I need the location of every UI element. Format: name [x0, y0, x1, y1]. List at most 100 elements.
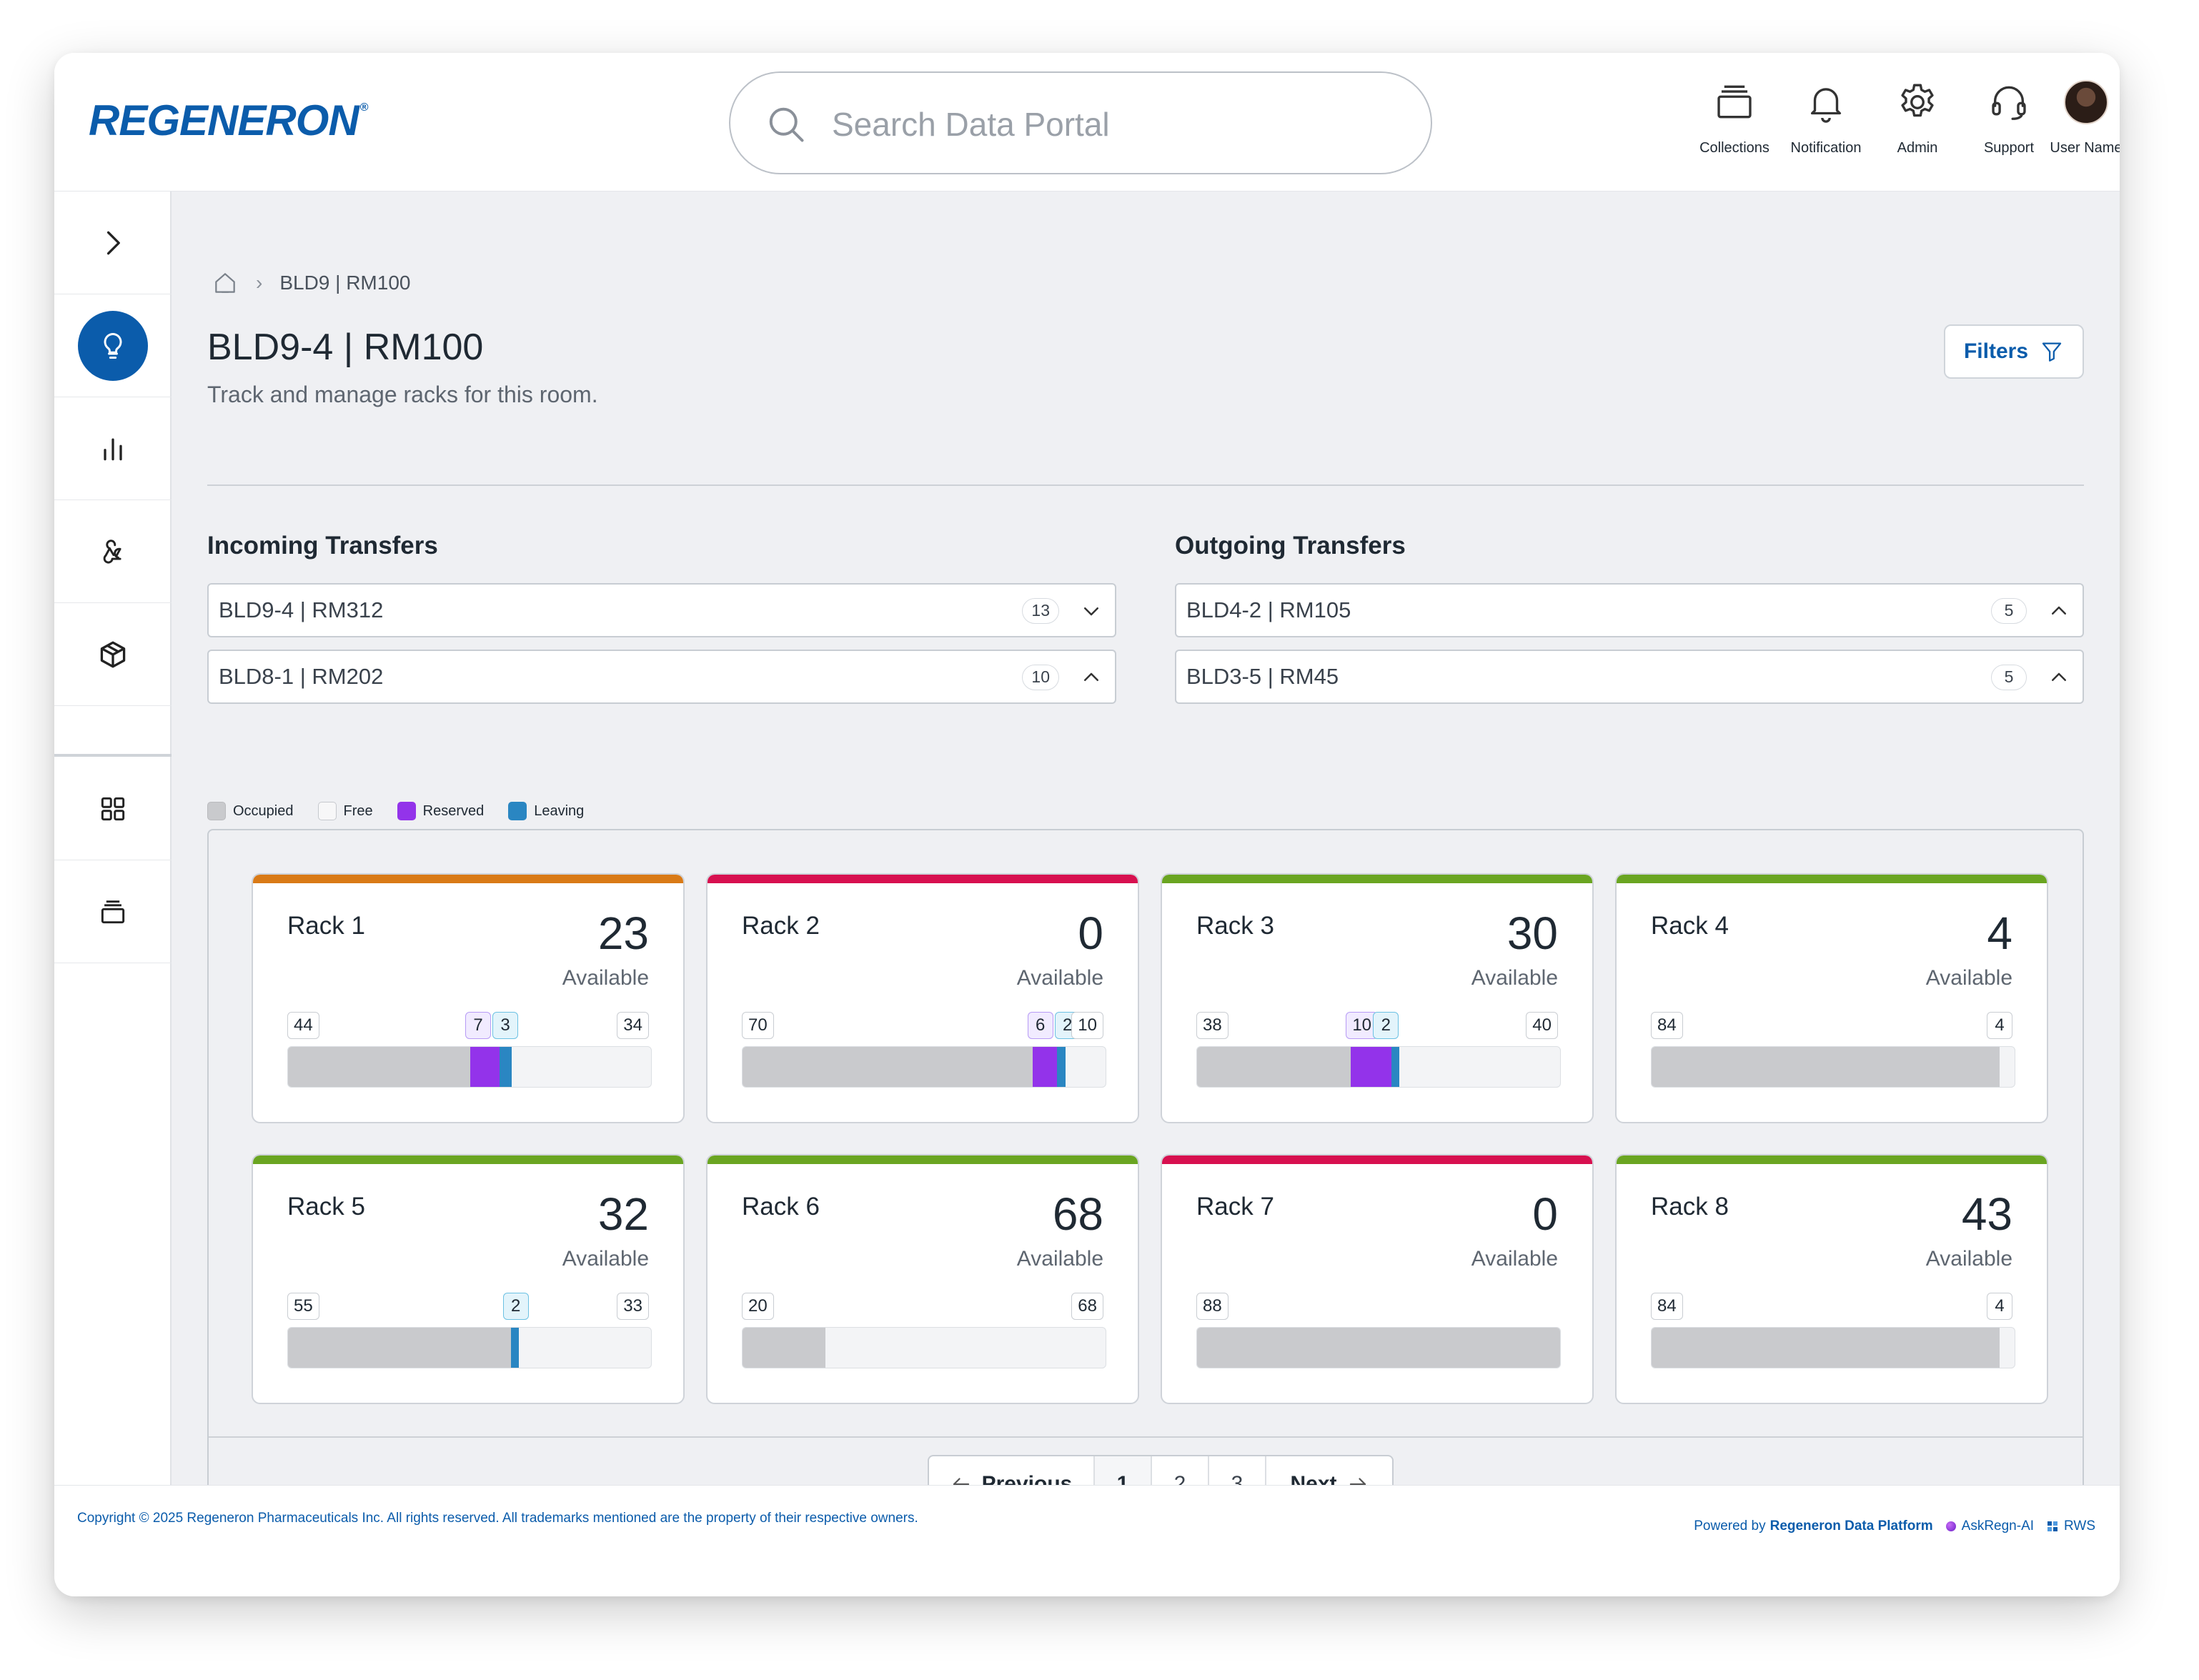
search-input[interactable] — [832, 96, 1389, 153]
sidebar-item-insights[interactable] — [54, 294, 172, 397]
sidebar-item-inventory[interactable] — [54, 603, 172, 706]
home-icon[interactable] — [212, 269, 239, 297]
transfer-location: BLD3-5 | RM45 — [1186, 664, 1339, 689]
gear-icon — [1901, 84, 1934, 117]
occupied-count-chip: 55 — [287, 1293, 319, 1320]
rack-available-count: 43 — [1961, 1188, 2012, 1240]
notification-button[interactable]: Notification — [1779, 80, 1872, 173]
rack-name: Rack 6 — [742, 1193, 820, 1221]
chevron-up-icon[interactable] — [2048, 667, 2070, 688]
askregn-ai-icon — [1945, 1521, 1956, 1531]
sidebar-item-integrations[interactable] — [54, 500, 172, 603]
rack-grid-panel: Previous 1 2 3 Next Rack 1 23 Available 44 7… — [207, 829, 2084, 1534]
transfer-location: BLD8-1 | RM202 — [219, 664, 384, 689]
transfer-count-badge: 5 — [1991, 598, 2027, 624]
transfer-location: BLD4-2 | RM105 — [1186, 597, 1351, 622]
occupied-count-chip: 84 — [1651, 1293, 1683, 1320]
rack-card[interactable]: Rack 5 32 Available 55 2 33 — [252, 1154, 685, 1404]
notification-label: Notification — [1790, 140, 1862, 156]
user-name-label: User Name — [2050, 140, 2120, 156]
top-header: REGENERON® Collections Notification Admi… — [54, 53, 2120, 192]
incoming-transfer-row[interactable]: BLD8-1 | RM202 10 — [207, 650, 1116, 704]
page-title: BLD9-4 | RM100 — [207, 327, 484, 368]
filters-label: Filters — [1963, 339, 2029, 363]
package-icon — [100, 640, 126, 668]
sidebar-expand-toggle[interactable] — [54, 192, 172, 294]
rack-name: Rack 7 — [1196, 1193, 1274, 1221]
sidebar-item-dashboard[interactable] — [54, 757, 172, 860]
legend-label: Free — [343, 802, 373, 819]
collections-button[interactable]: Collections — [1688, 80, 1781, 173]
chevron-up-icon[interactable] — [1081, 667, 1102, 688]
search-bar[interactable] — [729, 71, 1432, 174]
filters-button[interactable]: Filters — [1944, 324, 2084, 379]
rack-available-count: 30 — [1506, 908, 1558, 959]
askregn-ai-link[interactable]: AskRegn-AI — [1961, 1519, 2035, 1534]
transfer-count-badge: 5 — [1991, 665, 2027, 690]
webhook-icon — [103, 539, 121, 564]
free-count-chip: 10 — [1071, 1012, 1103, 1039]
occupied-count-chip: 88 — [1196, 1293, 1228, 1320]
user-menu-button[interactable]: User Name — [2050, 80, 2120, 173]
occupied-count-chip: 84 — [1651, 1012, 1683, 1039]
admin-button[interactable]: Admin — [1871, 80, 1964, 173]
occupied-segment — [1652, 1328, 2000, 1368]
avatar[interactable] — [2064, 80, 2108, 124]
reserved-segment — [470, 1047, 500, 1087]
reserved-segment — [1351, 1047, 1391, 1087]
rack-available-label: Available — [1471, 1247, 1558, 1271]
main-content: › BLD9 | RM100 BLD9-4 | RM100 Track and … — [172, 192, 2120, 1534]
occupied-count-chip: 44 — [287, 1012, 319, 1039]
chevron-down-icon[interactable] — [1081, 600, 1102, 622]
outgoing-transfer-row[interactable]: BLD3-5 | RM45 5 — [1175, 650, 2084, 704]
leaving-count-chip: 2 — [1373, 1012, 1399, 1039]
rack-available-count: 32 — [597, 1188, 649, 1240]
search-icon — [769, 107, 804, 142]
occupied-segment — [288, 1047, 470, 1087]
logo-text: REGENERON — [89, 96, 359, 144]
legend-label: Reserved — [422, 802, 485, 819]
support-button[interactable]: Support — [1962, 80, 2055, 173]
rack-capacity-bar — [742, 1046, 1106, 1088]
free-count-chip: 33 — [617, 1293, 649, 1320]
rack-card[interactable]: Rack 4 4 Available 84 4 — [1615, 873, 2048, 1123]
support-label: Support — [1983, 140, 2035, 156]
rack-name: Rack 5 — [287, 1193, 365, 1221]
rack-available-label: Available — [1016, 1247, 1103, 1271]
regeneron-logo[interactable]: REGENERON ® — [89, 96, 368, 145]
rws-link[interactable]: RWS — [2064, 1519, 2095, 1534]
chevron-up-icon[interactable] — [2048, 600, 2070, 622]
leaving-segment — [1391, 1047, 1400, 1087]
rack-capacity-bar — [742, 1327, 1106, 1368]
rack-available-count: 0 — [1078, 908, 1103, 959]
rack-card[interactable]: Rack 2 0 Available 70 6 2 10 — [706, 873, 1139, 1123]
sidebar — [54, 192, 172, 1485]
rack-card[interactable]: Rack 7 0 Available 88 — [1161, 1154, 1594, 1404]
powered-brand-link[interactable]: Regeneron Data Platform — [1769, 1519, 1933, 1534]
headset-icon — [1992, 86, 2026, 120]
rack-card[interactable]: Rack 8 43 Available 84 4 — [1615, 1154, 2048, 1404]
free-count-chip: 40 — [1526, 1012, 1558, 1039]
logo-registered-mark: ® — [359, 101, 369, 114]
grid-icon — [101, 797, 125, 820]
rack-name: Rack 3 — [1196, 912, 1274, 940]
sidebar-item-collections[interactable] — [54, 860, 172, 963]
incoming-transfer-row[interactable]: BLD9-4 | RM312 13 — [207, 583, 1116, 637]
rack-capacity-bar — [1651, 1046, 2015, 1088]
rack-status-bar — [1162, 875, 1592, 883]
reserved-count-chip: 6 — [1027, 1012, 1053, 1039]
lightbulb-icon — [104, 332, 122, 359]
rack-card[interactable]: Rack 6 68 Available 20 68 — [706, 1154, 1139, 1404]
occupied-segment — [743, 1328, 825, 1368]
rack-card[interactable]: Rack 3 30 Available 38 10 2 40 — [1161, 873, 1594, 1123]
incoming-transfers-title: Incoming Transfers — [207, 532, 438, 560]
transfer-location: BLD9-4 | RM312 — [219, 597, 384, 622]
rack-card[interactable]: Rack 1 23 Available 44 7 3 34 — [252, 873, 685, 1123]
sidebar-item-analytics[interactable] — [54, 397, 172, 500]
rack-status-bar — [708, 875, 1138, 883]
rack-capacity-bar — [287, 1046, 652, 1088]
breadcrumb-current: BLD9 | RM100 — [279, 272, 411, 294]
rack-name: Rack 8 — [1651, 1193, 1729, 1221]
outgoing-transfer-row[interactable]: BLD4-2 | RM105 5 — [1175, 583, 2084, 637]
sidebar-active-indicator — [78, 310, 148, 381]
